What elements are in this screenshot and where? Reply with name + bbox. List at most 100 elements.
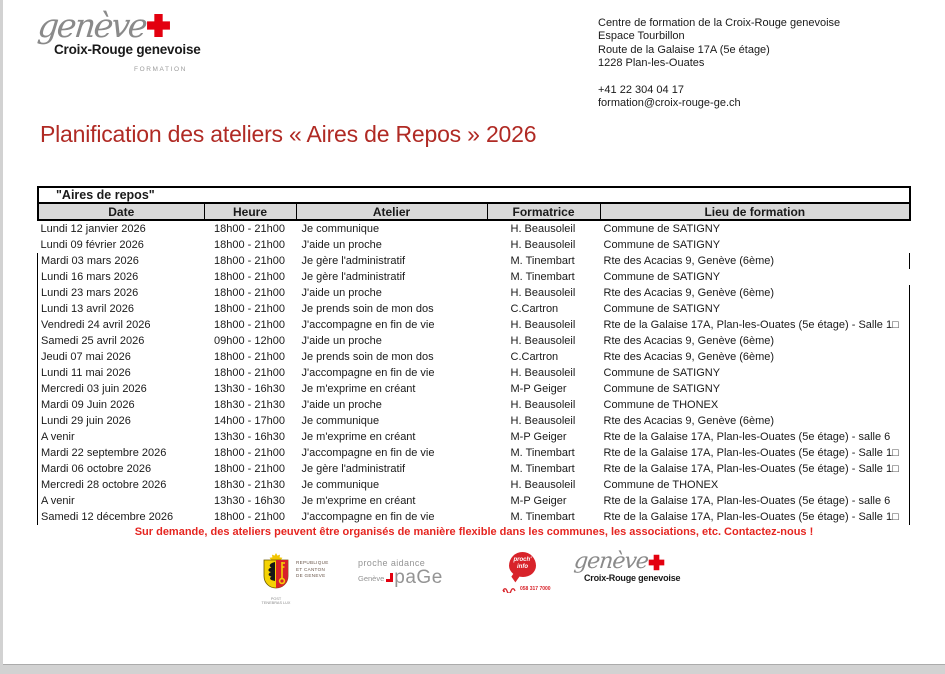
heure-cell: 18h00 - 21h00 bbox=[214, 303, 285, 315]
atelier-cell: Je gère l'administratif bbox=[301, 463, 406, 475]
date-cell: Lundi 16 mars 2026 bbox=[37, 269, 204, 285]
table-caption: "Aires de repos" bbox=[38, 187, 911, 204]
heure-cell: 18h00 - 21h00 bbox=[214, 255, 285, 267]
lieu-cell: Rte de la Galaise 17A, Plan-les-Ouates (… bbox=[599, 509, 910, 525]
atelier-cell: J'accompagne en fin de vie bbox=[301, 367, 435, 379]
heure-cell: 13h30 - 16h30 bbox=[214, 495, 285, 507]
formation-label: FORMATION bbox=[134, 66, 187, 74]
date-cell: Mardi 09 Juin 2026 bbox=[37, 397, 204, 413]
geneve-script-wordmark: genève bbox=[572, 549, 650, 574]
date-cell: A venir bbox=[37, 493, 204, 509]
formatrice-cell: M. Tinembart bbox=[510, 271, 575, 283]
table-row: Vendredi 24 avril 2026 18h00 - 21h00 J'acc… bbox=[37, 317, 910, 333]
heure-cell: 13h30 - 16h30 bbox=[214, 431, 285, 443]
footer-logos: POST TENEBRAS LUX REPUBLIQUE ET CANTON D… bbox=[3, 549, 945, 610]
contact-line: Espace Tourbillon bbox=[598, 30, 685, 43]
table-row: A venir 13h30 - 16h30 Je m'exprime en créa… bbox=[37, 493, 910, 509]
phone-cord-icon bbox=[502, 580, 518, 598]
lieu-cell: Commune de SATIGNY bbox=[603, 239, 721, 251]
formatrice-cell: M. Tinembart bbox=[510, 255, 575, 267]
lieu-cell: Commune de SATIGNY bbox=[599, 301, 910, 317]
heure-cell: 18h00 - 21h00 bbox=[214, 223, 285, 235]
geneva-coat-of-arms-icon bbox=[261, 553, 291, 595]
formatrice-cell: H. Beausoleil bbox=[510, 399, 576, 411]
date-cell: Lundi 09 février 2026 bbox=[40, 239, 144, 251]
table-row: Lundi 12 janvier 2026 18h00 - 21h00 Je com… bbox=[38, 221, 910, 237]
column-header: Lieu de formation bbox=[599, 203, 911, 220]
heure-cell: 14h00 - 17h00 bbox=[214, 415, 285, 427]
formatrice-cell: H. Beausoleil bbox=[510, 287, 576, 299]
table-row: A venir 13h30 - 16h30 Je m'exprime en créa… bbox=[37, 429, 910, 445]
canton-name-line: REPUBLIQUE bbox=[296, 560, 329, 565]
table-row: Lundi 23 mars 2026 18h00 - 21h00 J'aide un… bbox=[37, 285, 910, 301]
croix-rouge-formation-logo: genève Croix-Rouge genevoise FORMATION bbox=[35, 6, 208, 74]
date-cell: Mercredi 03 juin 2026 bbox=[37, 381, 204, 397]
atelier-cell: J'aide un proche bbox=[301, 239, 382, 251]
lieu-cell: Commune de SATIGNY bbox=[599, 365, 910, 381]
formatrice-cell: H. Beausoleil bbox=[510, 239, 576, 251]
org-name-label: Croix-Rouge genevoise bbox=[54, 42, 201, 58]
heure-cell: 18h00 - 21h00 bbox=[214, 351, 285, 363]
heure-cell: 18h00 - 21h00 bbox=[214, 287, 285, 299]
date-cell: Mardi 06 octobre 2026 bbox=[37, 461, 204, 477]
lieu-cell: Rte de la Galaise 17A, Plan-les-Ouates (… bbox=[599, 493, 910, 509]
atelier-cell: J'accompagne en fin de vie bbox=[301, 319, 435, 331]
atelier-cell: Je communique bbox=[301, 415, 380, 427]
date-cell: Lundi 11 mai 2026 bbox=[37, 365, 204, 381]
formatrice-cell: M-P Geiger bbox=[510, 495, 567, 507]
heure-cell: 18h00 - 21h00 bbox=[214, 463, 285, 475]
date-cell: Lundi 13 avril 2026 bbox=[37, 301, 204, 317]
column-header: Heure bbox=[203, 203, 296, 220]
schedule-table: "Aires de repos" Date Heure Atelier Formatr… bbox=[37, 186, 912, 525]
flexible-workshops-note: Sur demande, des ateliers peuvent être o… bbox=[134, 526, 814, 538]
table-row: Lundi 13 avril 2026 18h00 - 21h00 Je prend… bbox=[37, 301, 910, 317]
date-cell: Mardi 22 septembre 2026 bbox=[37, 445, 204, 461]
schedule-table-body-table: Lundi 12 janvier 2026 18h00 - 21h00 Je com… bbox=[37, 221, 910, 525]
atelier-cell: J'accompagne en fin de vie bbox=[301, 511, 435, 523]
table-row: Samedi 12 décembre 2026 18h00 - 21h00 J'ac… bbox=[37, 509, 910, 525]
schedule-body: Lundi 12 janvier 2026 18h00 - 21h00 Je com… bbox=[37, 221, 910, 525]
table-row: Lundi 29 juin 2026 14h00 - 17h00 Je commun… bbox=[37, 413, 910, 429]
lieu-cell: Commune de SATIGNY bbox=[603, 271, 721, 283]
formatrice-cell: H. Beausoleil bbox=[510, 479, 576, 491]
page-brand-label: paGe bbox=[394, 567, 443, 588]
lieu-cell: Rte de la Galaise 17A, Plan-les-Ouates (… bbox=[599, 429, 910, 445]
canton-name-line: ET CANTON bbox=[296, 566, 326, 572]
column-header: Date bbox=[38, 203, 204, 220]
column-header: Atelier bbox=[295, 203, 487, 220]
formatrice-cell: C.Cartron bbox=[510, 351, 559, 363]
table-header-row: Date Heure Atelier Formatrice Lieu de format… bbox=[38, 203, 911, 220]
table-caption-row: "Aires de repos" bbox=[38, 187, 911, 204]
contact-line: Route de la Galaise 17A (5e étage) bbox=[598, 43, 770, 56]
atelier-cell: J'aide un proche bbox=[301, 399, 382, 411]
lieu-cell: Rte des Acacias 9, Genève (6ème) bbox=[599, 285, 910, 301]
formatrice-cell: M. Tinembart bbox=[510, 447, 575, 459]
atelier-cell: Je m'exprime en créant bbox=[301, 495, 416, 507]
lieu-cell: Commune de THONEX bbox=[599, 397, 910, 413]
document-page: genève Croix-Rouge genevoise FORMATION C… bbox=[3, 0, 945, 665]
atelier-cell: J'aide un proche bbox=[301, 335, 382, 347]
atelier-cell: J'aide un proche bbox=[301, 287, 382, 299]
table-row: Lundi 11 mai 2026 18h00 - 21h00 J'accompag… bbox=[37, 365, 910, 381]
heure-cell: 18h00 - 21h00 bbox=[214, 447, 285, 459]
contact-line: formation@croix-rouge-ge.ch bbox=[598, 97, 741, 110]
heure-cell: 18h30 - 21h30 bbox=[214, 399, 285, 411]
heure-cell: 09h00 - 12h00 bbox=[214, 335, 285, 347]
lieu-cell: Rte des Acacias 9, Genève (6ème) bbox=[599, 413, 910, 429]
formatrice-cell: M. Tinembart bbox=[510, 463, 575, 475]
atelier-cell: Je prends soin de mon dos bbox=[301, 351, 434, 363]
org-name-label: Croix-Rouge genevoise bbox=[584, 572, 681, 583]
date-cell: A venir bbox=[37, 429, 204, 445]
table-row: Mardi 09 Juin 2026 18h30 - 21h30 J'aide un… bbox=[37, 397, 910, 413]
date-cell: Lundi 29 juin 2026 bbox=[37, 413, 204, 429]
formatrice-cell: M-P Geiger bbox=[510, 431, 567, 443]
canton-name-line: DE GENEVE bbox=[296, 573, 326, 579]
column-header: Formatrice bbox=[486, 203, 600, 220]
geneva-canton-logo: POST TENEBRAS LUX REPUBLIQUE ET CANTON D… bbox=[261, 553, 329, 605]
contact-block: Centre de formation de la Croix-Rouge ge… bbox=[598, 17, 840, 111]
table-row: Mercredi 03 juin 2026 13h30 - 16h30 Je m'e… bbox=[37, 381, 910, 397]
contact-line bbox=[598, 71, 840, 84]
geneve-script-wordmark: genève bbox=[35, 6, 148, 45]
table-row: Mercredi 28 octobre 2026 18h30 - 21h30 Je … bbox=[37, 477, 910, 493]
